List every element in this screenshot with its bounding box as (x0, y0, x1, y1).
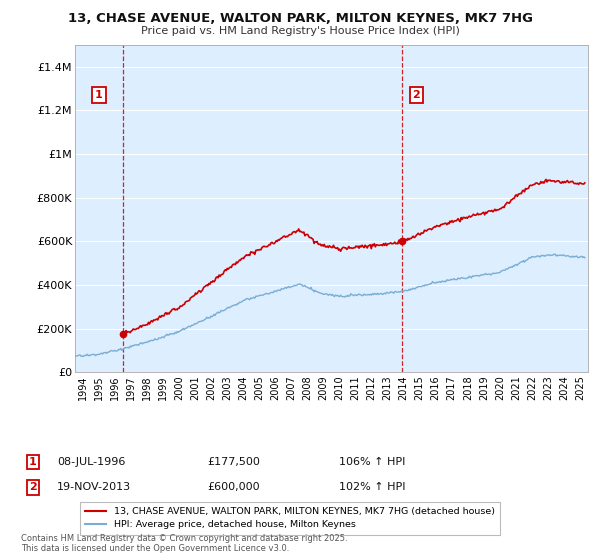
Text: 102% ↑ HPI: 102% ↑ HPI (339, 482, 406, 492)
Text: Price paid vs. HM Land Registry's House Price Index (HPI): Price paid vs. HM Land Registry's House … (140, 26, 460, 36)
Text: 106% ↑ HPI: 106% ↑ HPI (339, 457, 406, 467)
Text: 1: 1 (29, 457, 37, 467)
Text: 13, CHASE AVENUE, WALTON PARK, MILTON KEYNES, MK7 7HG: 13, CHASE AVENUE, WALTON PARK, MILTON KE… (67, 12, 533, 25)
Legend: 13, CHASE AVENUE, WALTON PARK, MILTON KEYNES, MK7 7HG (detached house), HPI: Ave: 13, CHASE AVENUE, WALTON PARK, MILTON KE… (80, 502, 500, 535)
Text: £177,500: £177,500 (207, 457, 260, 467)
Text: £600,000: £600,000 (207, 482, 260, 492)
Text: 08-JUL-1996: 08-JUL-1996 (57, 457, 125, 467)
Text: 19-NOV-2013: 19-NOV-2013 (57, 482, 131, 492)
Text: 2: 2 (413, 90, 421, 100)
Text: 2: 2 (29, 482, 37, 492)
Text: 1: 1 (95, 90, 103, 100)
Text: Contains HM Land Registry data © Crown copyright and database right 2025.
This d: Contains HM Land Registry data © Crown c… (21, 534, 347, 553)
